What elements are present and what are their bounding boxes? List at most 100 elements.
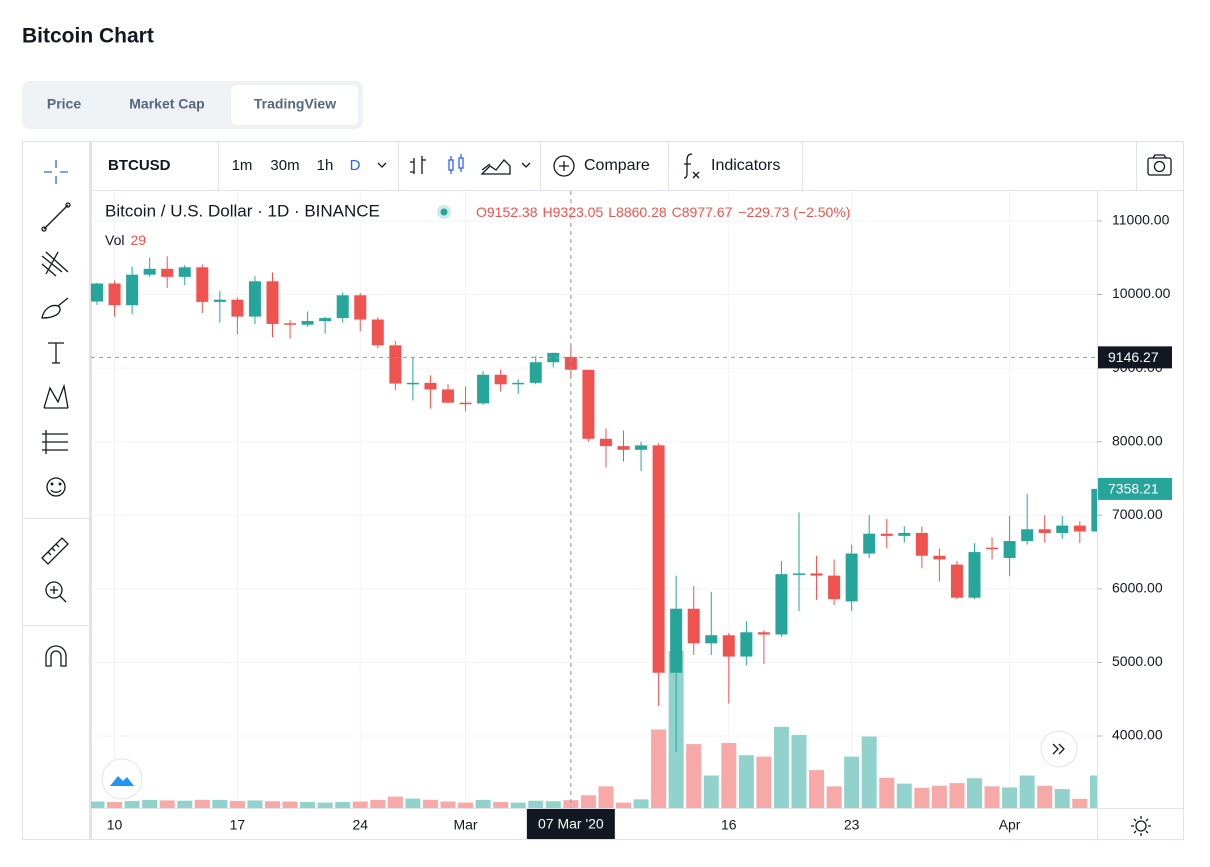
y-tick-label: 10000.00 xyxy=(1112,285,1171,301)
x-tick-label: 10 xyxy=(107,817,123,833)
candle-body xyxy=(898,532,911,536)
y-tick-label: 7000.00 xyxy=(1112,506,1163,522)
candle-body xyxy=(775,574,788,635)
volume-bar xyxy=(580,795,596,808)
volume-bar xyxy=(124,800,140,808)
bars-icon[interactable] xyxy=(410,156,426,174)
compare-icon[interactable] xyxy=(553,155,575,177)
volume-bar xyxy=(563,800,579,808)
candle-body xyxy=(793,573,805,575)
y-tick-label: 8000.00 xyxy=(1112,432,1163,448)
crosshair-price-box xyxy=(1098,346,1172,369)
candle-body xyxy=(512,382,525,385)
candle-body xyxy=(91,283,103,302)
compare-button[interactable]: Compare xyxy=(584,157,650,174)
magnet-tool[interactable] xyxy=(45,645,67,667)
y-tick-label: 5000.00 xyxy=(1112,653,1163,669)
candle-body xyxy=(915,532,928,556)
candle-body xyxy=(547,352,560,363)
y-tick-label: 11000.00 xyxy=(1112,212,1170,228)
x-tick-label: Mar xyxy=(453,817,477,833)
candle-body xyxy=(108,283,121,306)
text-tool[interactable] xyxy=(48,342,64,364)
emoji-tool[interactable] xyxy=(46,477,66,497)
x-tick-label: 16 xyxy=(721,817,737,833)
candle-body xyxy=(757,632,770,635)
candle-body xyxy=(687,608,700,644)
x-tick-label: 24 xyxy=(352,817,368,833)
scroll-button[interactable] xyxy=(1040,730,1078,768)
candle-body xyxy=(635,445,648,450)
symbol[interactable]: BTCUSD xyxy=(108,157,171,174)
area-icon[interactable] xyxy=(480,159,511,175)
volume-bar xyxy=(931,785,947,808)
candle-body xyxy=(617,446,630,450)
logo-button[interactable] xyxy=(101,758,143,800)
candle-body xyxy=(950,564,963,598)
volume-bar xyxy=(616,802,631,808)
volume-bar xyxy=(967,778,982,808)
crosshair-time-box xyxy=(526,809,615,839)
candle-body xyxy=(442,389,454,403)
candle-body xyxy=(1091,488,1097,532)
crosshair-tool[interactable] xyxy=(44,160,68,184)
volume-bar xyxy=(510,802,526,808)
volume-bar xyxy=(177,800,193,808)
candle-body xyxy=(213,299,226,302)
volume-bar xyxy=(756,756,772,808)
candle-body xyxy=(828,575,841,600)
candle-body xyxy=(266,281,279,324)
crosshair-time-label: 07 Mar '20 xyxy=(538,816,604,832)
ohlc-legend: O9152.38 H9323.05 L8860.28 C8977.67 −229.73 … xyxy=(476,204,850,220)
candle-body xyxy=(564,356,577,370)
line-tool[interactable] xyxy=(41,202,71,232)
dropdown[interactable] xyxy=(377,162,387,168)
indicators-icon[interactable] xyxy=(683,153,700,179)
x-tick-label: 23 xyxy=(844,817,860,833)
legend-label: H xyxy=(543,204,553,220)
volume-bar xyxy=(633,799,649,808)
legend-label: L xyxy=(608,204,616,220)
volume-bar xyxy=(545,801,561,808)
volume-bar xyxy=(387,796,403,808)
volume-bar xyxy=(1072,798,1088,808)
dropdown[interactable] xyxy=(521,162,531,168)
interval[interactable]: 30m xyxy=(270,157,299,174)
interval[interactable]: 1m xyxy=(232,157,253,174)
legend-value: 9323.05 xyxy=(553,204,604,220)
tab[interactable]: Market Cap xyxy=(129,96,204,112)
fib-tool[interactable] xyxy=(41,251,69,277)
volume-bar xyxy=(493,802,509,808)
ruler-tool[interactable] xyxy=(41,537,69,565)
pattern-tool[interactable] xyxy=(43,383,69,409)
settings-icon[interactable] xyxy=(1131,816,1151,836)
indicators-button[interactable]: Indicators xyxy=(711,157,780,174)
volume-bar xyxy=(282,801,298,808)
interval[interactable]: 1h xyxy=(317,157,334,174)
candles-icon[interactable] xyxy=(448,154,464,174)
tab[interactable]: TradingView xyxy=(254,96,336,112)
volume-bar xyxy=(212,799,228,808)
active-tab-bg xyxy=(231,85,358,125)
candle-body xyxy=(652,445,665,673)
legend-value: 8977.67 xyxy=(682,204,733,220)
interval[interactable]: D xyxy=(350,157,361,174)
candle-body xyxy=(143,268,156,275)
tab[interactable]: Price xyxy=(47,96,81,112)
screenshot-icon[interactable] xyxy=(1147,154,1172,176)
crosshair-price-label: 9146.27 xyxy=(1108,349,1159,365)
candle-body xyxy=(354,295,367,320)
zoom-tool[interactable] xyxy=(45,581,67,603)
candle-body xyxy=(424,382,437,390)
left-toolbar xyxy=(23,160,89,667)
legend-label: O xyxy=(476,204,487,220)
candle-body xyxy=(196,267,209,302)
prediction-tool[interactable] xyxy=(42,430,68,454)
volume-bar xyxy=(826,786,842,808)
candle-body xyxy=(845,553,858,602)
brush-tool[interactable] xyxy=(41,297,69,319)
volume-bar xyxy=(773,726,789,808)
volume-bar xyxy=(896,783,912,808)
legend-title: Bitcoin / U.S. Dollar · 1D · BINANCE xyxy=(105,201,380,220)
